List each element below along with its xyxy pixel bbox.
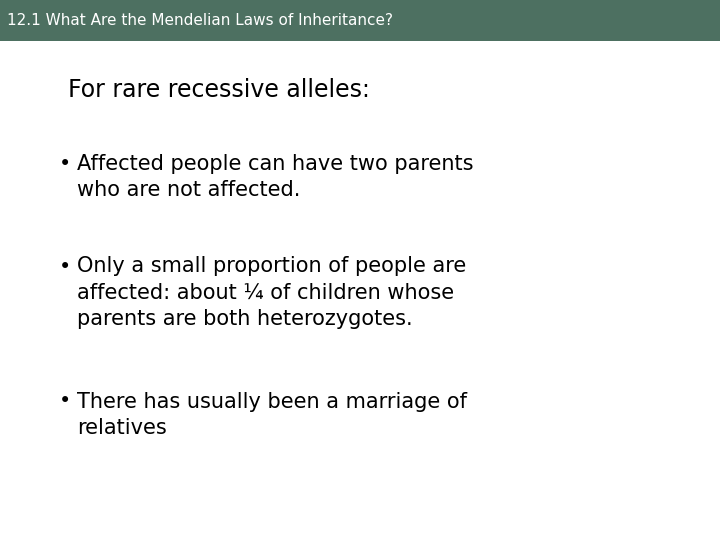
Text: There has usually been a marriage of
relatives: There has usually been a marriage of rel…	[77, 392, 467, 438]
Text: Affected people can have two parents
who are not affected.: Affected people can have two parents who…	[77, 154, 474, 200]
Text: •: •	[59, 392, 71, 411]
Bar	[0, 0, 720, 40]
Text: 12.1 What Are the Mendelian Laws of Inheritance?: 12.1 What Are the Mendelian Laws of Inhe…	[7, 13, 393, 28]
Text: •: •	[59, 154, 71, 174]
Text: Only a small proportion of people are
affected: about ¼ of children whose
parent: Only a small proportion of people are af…	[77, 256, 467, 329]
Text: •: •	[59, 256, 71, 276]
Text: For rare recessive alleles:: For rare recessive alleles:	[68, 78, 370, 102]
